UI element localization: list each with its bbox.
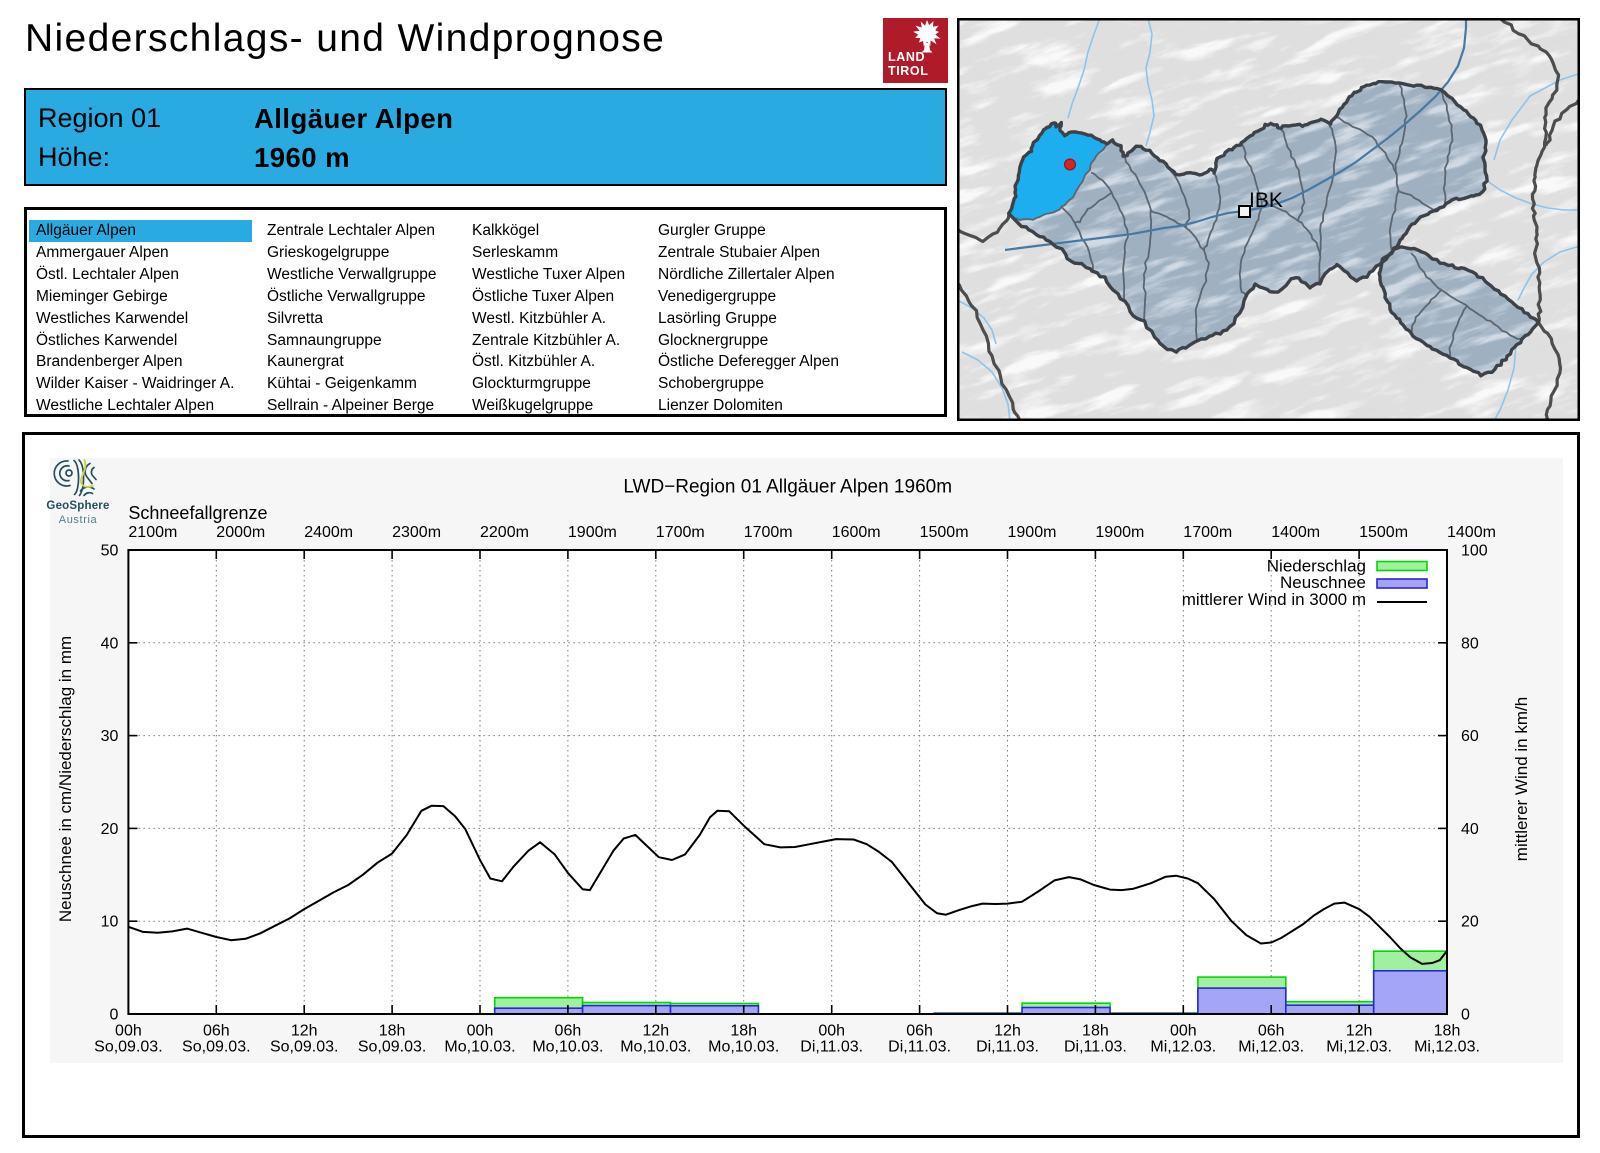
- svg-text:IBK: IBK: [1249, 189, 1283, 212]
- svg-text:1400m: 1400m: [1447, 524, 1496, 541]
- svg-text:20: 20: [1461, 914, 1479, 931]
- svg-text:18h: 18h: [730, 1023, 757, 1040]
- svg-text:12h: 12h: [291, 1023, 318, 1040]
- svg-text:0: 0: [1461, 1007, 1470, 1024]
- svg-text:So,09.03.: So,09.03.: [94, 1039, 163, 1056]
- svg-text:Mi,12.03.: Mi,12.03.: [1326, 1039, 1392, 1056]
- svg-text:LWD−Region 01 Allgäuer Alpen 1: LWD−Region 01 Allgäuer Alpen 1960m: [623, 477, 952, 498]
- svg-text:00h: 00h: [818, 1023, 845, 1040]
- svg-text:18h: 18h: [1082, 1023, 1109, 1040]
- svg-text:20: 20: [101, 821, 119, 838]
- svg-text:2200m: 2200m: [480, 524, 529, 541]
- svg-text:06h: 06h: [906, 1023, 933, 1040]
- svg-text:2000m: 2000m: [216, 524, 265, 541]
- svg-text:12h: 12h: [1346, 1023, 1373, 1040]
- svg-text:30: 30: [101, 728, 119, 745]
- svg-text:Mo,10.03.: Mo,10.03.: [620, 1039, 691, 1056]
- svg-text:Di,11.03.: Di,11.03.: [888, 1039, 951, 1056]
- svg-text:50: 50: [101, 543, 119, 560]
- svg-text:So,09.03.: So,09.03.: [358, 1039, 427, 1056]
- svg-text:1400m: 1400m: [1271, 524, 1320, 541]
- svg-text:So,09.03.: So,09.03.: [270, 1039, 339, 1056]
- svg-text:1700m: 1700m: [1183, 524, 1232, 541]
- svg-text:60: 60: [1461, 728, 1479, 745]
- svg-text:Neuschnee in cm/Niederschlag i: Neuschnee in cm/Niederschlag in mm: [56, 636, 75, 922]
- svg-text:1900m: 1900m: [1008, 524, 1057, 541]
- svg-text:Niederschlag: Niederschlag: [1267, 556, 1366, 575]
- svg-text:Mo,10.03.: Mo,10.03.: [444, 1039, 515, 1056]
- svg-text:00h: 00h: [115, 1023, 142, 1040]
- svg-text:So,09.03.: So,09.03.: [182, 1039, 251, 1056]
- svg-text:100: 100: [1461, 543, 1488, 560]
- svg-text:1500m: 1500m: [1359, 524, 1408, 541]
- svg-text:1600m: 1600m: [832, 524, 881, 541]
- svg-text:2300m: 2300m: [392, 524, 441, 541]
- svg-text:TIROL: TIROL: [888, 64, 929, 78]
- svg-text:1900m: 1900m: [568, 524, 617, 541]
- svg-text:2100m: 2100m: [128, 524, 177, 541]
- svg-text:12h: 12h: [642, 1023, 669, 1040]
- svg-text:1700m: 1700m: [656, 524, 705, 541]
- svg-text:06h: 06h: [203, 1023, 230, 1040]
- svg-text:Mo,10.03.: Mo,10.03.: [708, 1039, 779, 1056]
- svg-text:Di,11.03.: Di,11.03.: [1064, 1039, 1127, 1056]
- svg-text:06h: 06h: [555, 1023, 582, 1040]
- svg-text:mittlerer Wind in 3000 m: mittlerer Wind in 3000 m: [1182, 590, 1366, 609]
- svg-text:mittlerer Wind in km/h: mittlerer Wind in km/h: [1512, 697, 1531, 861]
- svg-text:1500m: 1500m: [920, 524, 969, 541]
- svg-text:1900m: 1900m: [1095, 524, 1144, 541]
- svg-text:Schneefallgrenze: Schneefallgrenze: [128, 503, 267, 523]
- svg-text:Mi,12.03.: Mi,12.03.: [1414, 1039, 1480, 1056]
- svg-text:06h: 06h: [1258, 1023, 1285, 1040]
- svg-text:40: 40: [101, 635, 119, 652]
- svg-text:Mi,12.03.: Mi,12.03.: [1150, 1039, 1216, 1056]
- svg-text:Mi,12.03.: Mi,12.03.: [1238, 1039, 1304, 1056]
- svg-text:0: 0: [109, 1007, 118, 1024]
- svg-text:12h: 12h: [994, 1023, 1021, 1040]
- svg-text:1700m: 1700m: [744, 524, 793, 541]
- svg-text:Neuschnee: Neuschnee: [1280, 573, 1366, 592]
- svg-text:Di,11.03.: Di,11.03.: [800, 1039, 863, 1056]
- svg-text:GeoSphere: GeoSphere: [46, 500, 109, 512]
- svg-text:18h: 18h: [379, 1023, 406, 1040]
- svg-text:Mo,10.03.: Mo,10.03.: [532, 1039, 603, 1056]
- svg-text:00h: 00h: [467, 1023, 494, 1040]
- svg-text:40: 40: [1461, 821, 1479, 838]
- svg-text:Di,11.03.: Di,11.03.: [976, 1039, 1039, 1056]
- svg-text:18h: 18h: [1434, 1023, 1461, 1040]
- svg-text:00h: 00h: [1170, 1023, 1197, 1040]
- svg-text:2400m: 2400m: [304, 524, 353, 541]
- svg-text:10: 10: [101, 914, 119, 931]
- svg-text:Austria: Austria: [59, 514, 98, 526]
- svg-text:LAND: LAND: [888, 50, 925, 64]
- svg-text:80: 80: [1461, 635, 1479, 652]
